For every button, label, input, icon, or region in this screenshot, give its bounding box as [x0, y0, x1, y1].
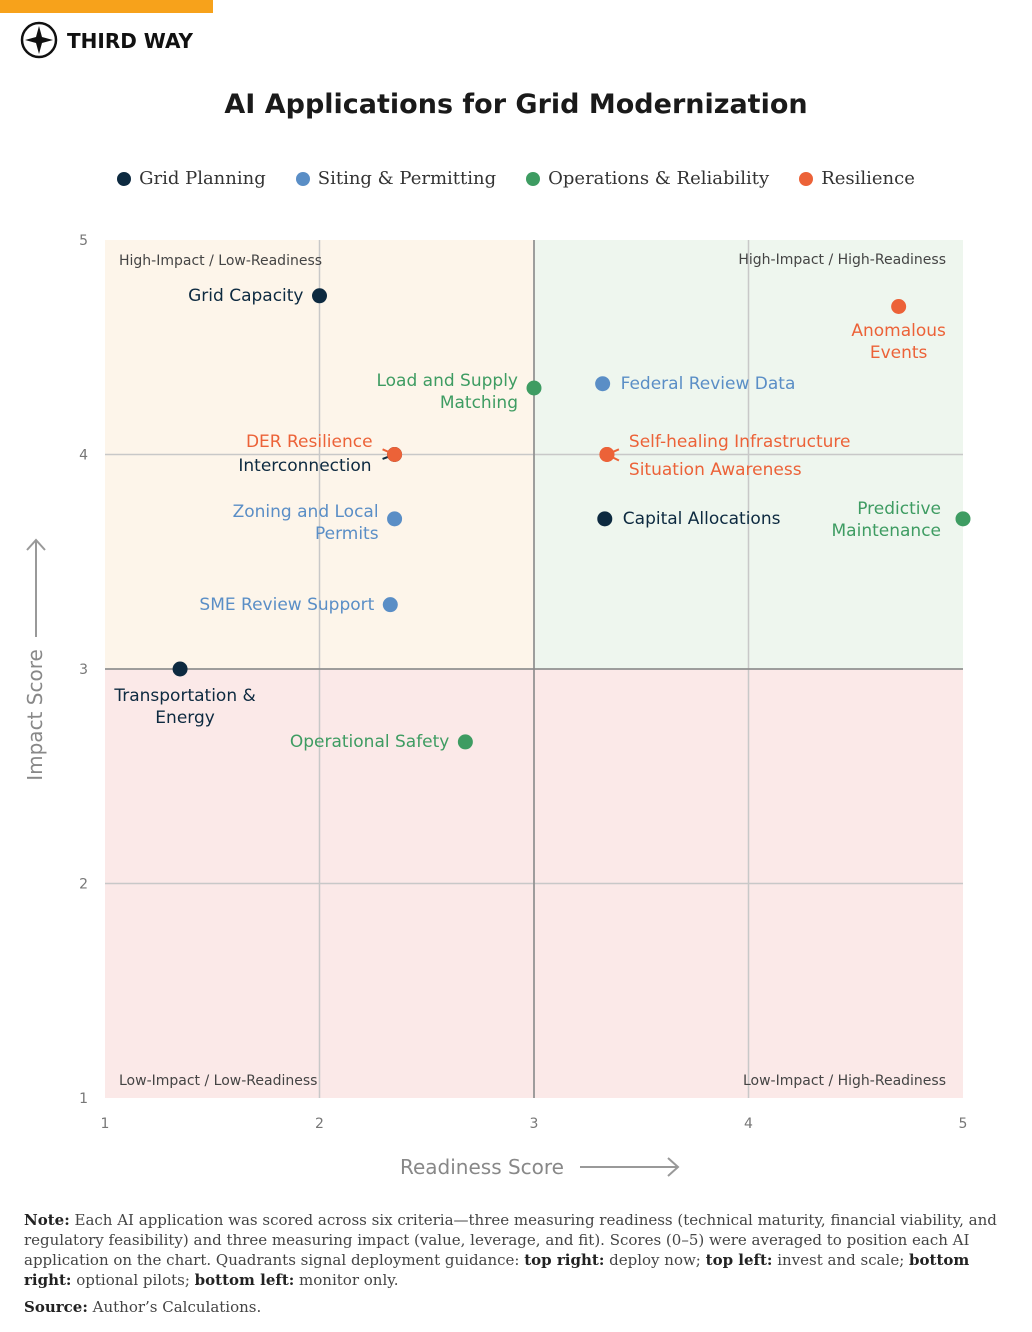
- x-tick-label: 1: [101, 1116, 110, 1132]
- point: [955, 511, 971, 527]
- point-label: SME Review Support: [199, 594, 375, 615]
- note-heading: top left:: [705, 1251, 773, 1269]
- chart-title: AI Applications for Grid Modernization: [224, 89, 807, 120]
- point: [172, 661, 188, 677]
- quadrant-label: High-Impact / Low-Readiness: [119, 253, 322, 269]
- x-tick-label: 5: [959, 1116, 968, 1132]
- point: [597, 511, 613, 527]
- point-label: Capital Allocations: [622, 508, 781, 529]
- note-text: Each AI application was scored across si…: [24, 1211, 997, 1269]
- point-label: Load and Supply Matching: [376, 371, 518, 413]
- quadrant-label: High-Impact / High-Readiness: [738, 252, 946, 268]
- point: [595, 376, 611, 392]
- note-text: invest and scale;: [772, 1251, 910, 1269]
- source: Source: Author’s Calculations.: [24, 1297, 1009, 1317]
- y-tick-label: 1: [79, 1091, 88, 1107]
- x-axis-title: Readiness Score: [400, 1155, 564, 1179]
- brand: THIRD WAY: [67, 29, 194, 53]
- point-label: Operational Safety: [289, 731, 450, 752]
- note-text: optional pilots;: [71, 1271, 195, 1289]
- quadrant-label: Low-Impact / Low-Readiness: [119, 1073, 317, 1089]
- point: [387, 511, 403, 527]
- note-heading: Source:: [24, 1298, 88, 1316]
- x-arrow: [580, 1157, 680, 1177]
- point-label: Zoning and Local Permits: [232, 501, 379, 544]
- point-label: Predictive Maintenance: [831, 498, 941, 541]
- point: [526, 380, 542, 396]
- legend-label: Grid Planning: [139, 168, 266, 189]
- point-label: Situation Awareness: [628, 459, 802, 480]
- point-label: Transportation & Energy: [114, 686, 256, 728]
- point: [891, 298, 907, 314]
- y-tick-label: 4: [79, 448, 88, 464]
- point-label: Grid Capacity: [188, 285, 304, 306]
- legend-swatch: [295, 171, 310, 186]
- plot-area: 1 2 3 4 5 1 2 3 4 5 High-Impact / Low-Readiness Hig…: [79, 233, 971, 1132]
- note-text: Author’s Calculations.: [87, 1298, 262, 1316]
- note-text: monitor only.: [294, 1271, 399, 1289]
- point: [382, 597, 398, 613]
- legend-label: Operations & Reliability: [548, 168, 770, 189]
- legend-item: Grid Planning: [117, 168, 266, 189]
- legend: Grid Planning Siting & Permitting Operatio…: [0, 168, 1032, 189]
- top-bar: [0, 0, 213, 13]
- note-heading: bottom left:: [194, 1271, 295, 1289]
- legend-item: Siting & Permitting: [295, 168, 497, 189]
- y-tick-label: 2: [79, 877, 88, 893]
- legend-swatch: [526, 171, 541, 186]
- point-label: Anomalous Events: [851, 321, 946, 364]
- note-heading: top right:: [524, 1251, 605, 1269]
- point-label: DER Resilience: [245, 431, 373, 452]
- quadrant-label: Low-Impact / High-Readiness: [743, 1073, 946, 1089]
- point-label: Self-healing Infrastructure: [628, 431, 851, 452]
- y-arrow: [26, 538, 46, 637]
- point: [599, 447, 615, 462]
- point: [312, 288, 327, 304]
- y-axis-title: Impact Score: [23, 649, 47, 781]
- y-tick-label: 5: [79, 233, 88, 249]
- x-tick-label: 4: [744, 1116, 753, 1132]
- legend-swatch: [799, 171, 814, 186]
- point-label: Federal Review Data: [620, 373, 796, 394]
- legend-label: Siting & Permitting: [317, 168, 497, 189]
- note: Note: Each AI application was scored acr…: [24, 1210, 1009, 1290]
- point: [387, 447, 403, 462]
- x-tick-label: 2: [315, 1116, 324, 1132]
- x-tick-label: 3: [530, 1116, 539, 1132]
- logo: [20, 21, 58, 59]
- legend-swatch: [117, 171, 132, 186]
- note-heading: bottom right:: [24, 1251, 970, 1289]
- note-heading: Note:: [24, 1211, 70, 1229]
- point: [457, 734, 473, 750]
- y-tick-label: 3: [79, 662, 88, 678]
- legend-item: Resilience: [799, 168, 915, 189]
- point-label: Interconnection: [238, 455, 372, 476]
- legend-item: Operations & Reliability: [526, 168, 769, 189]
- legend-label: Resilience: [821, 168, 915, 189]
- note-text: deploy now;: [604, 1251, 706, 1269]
